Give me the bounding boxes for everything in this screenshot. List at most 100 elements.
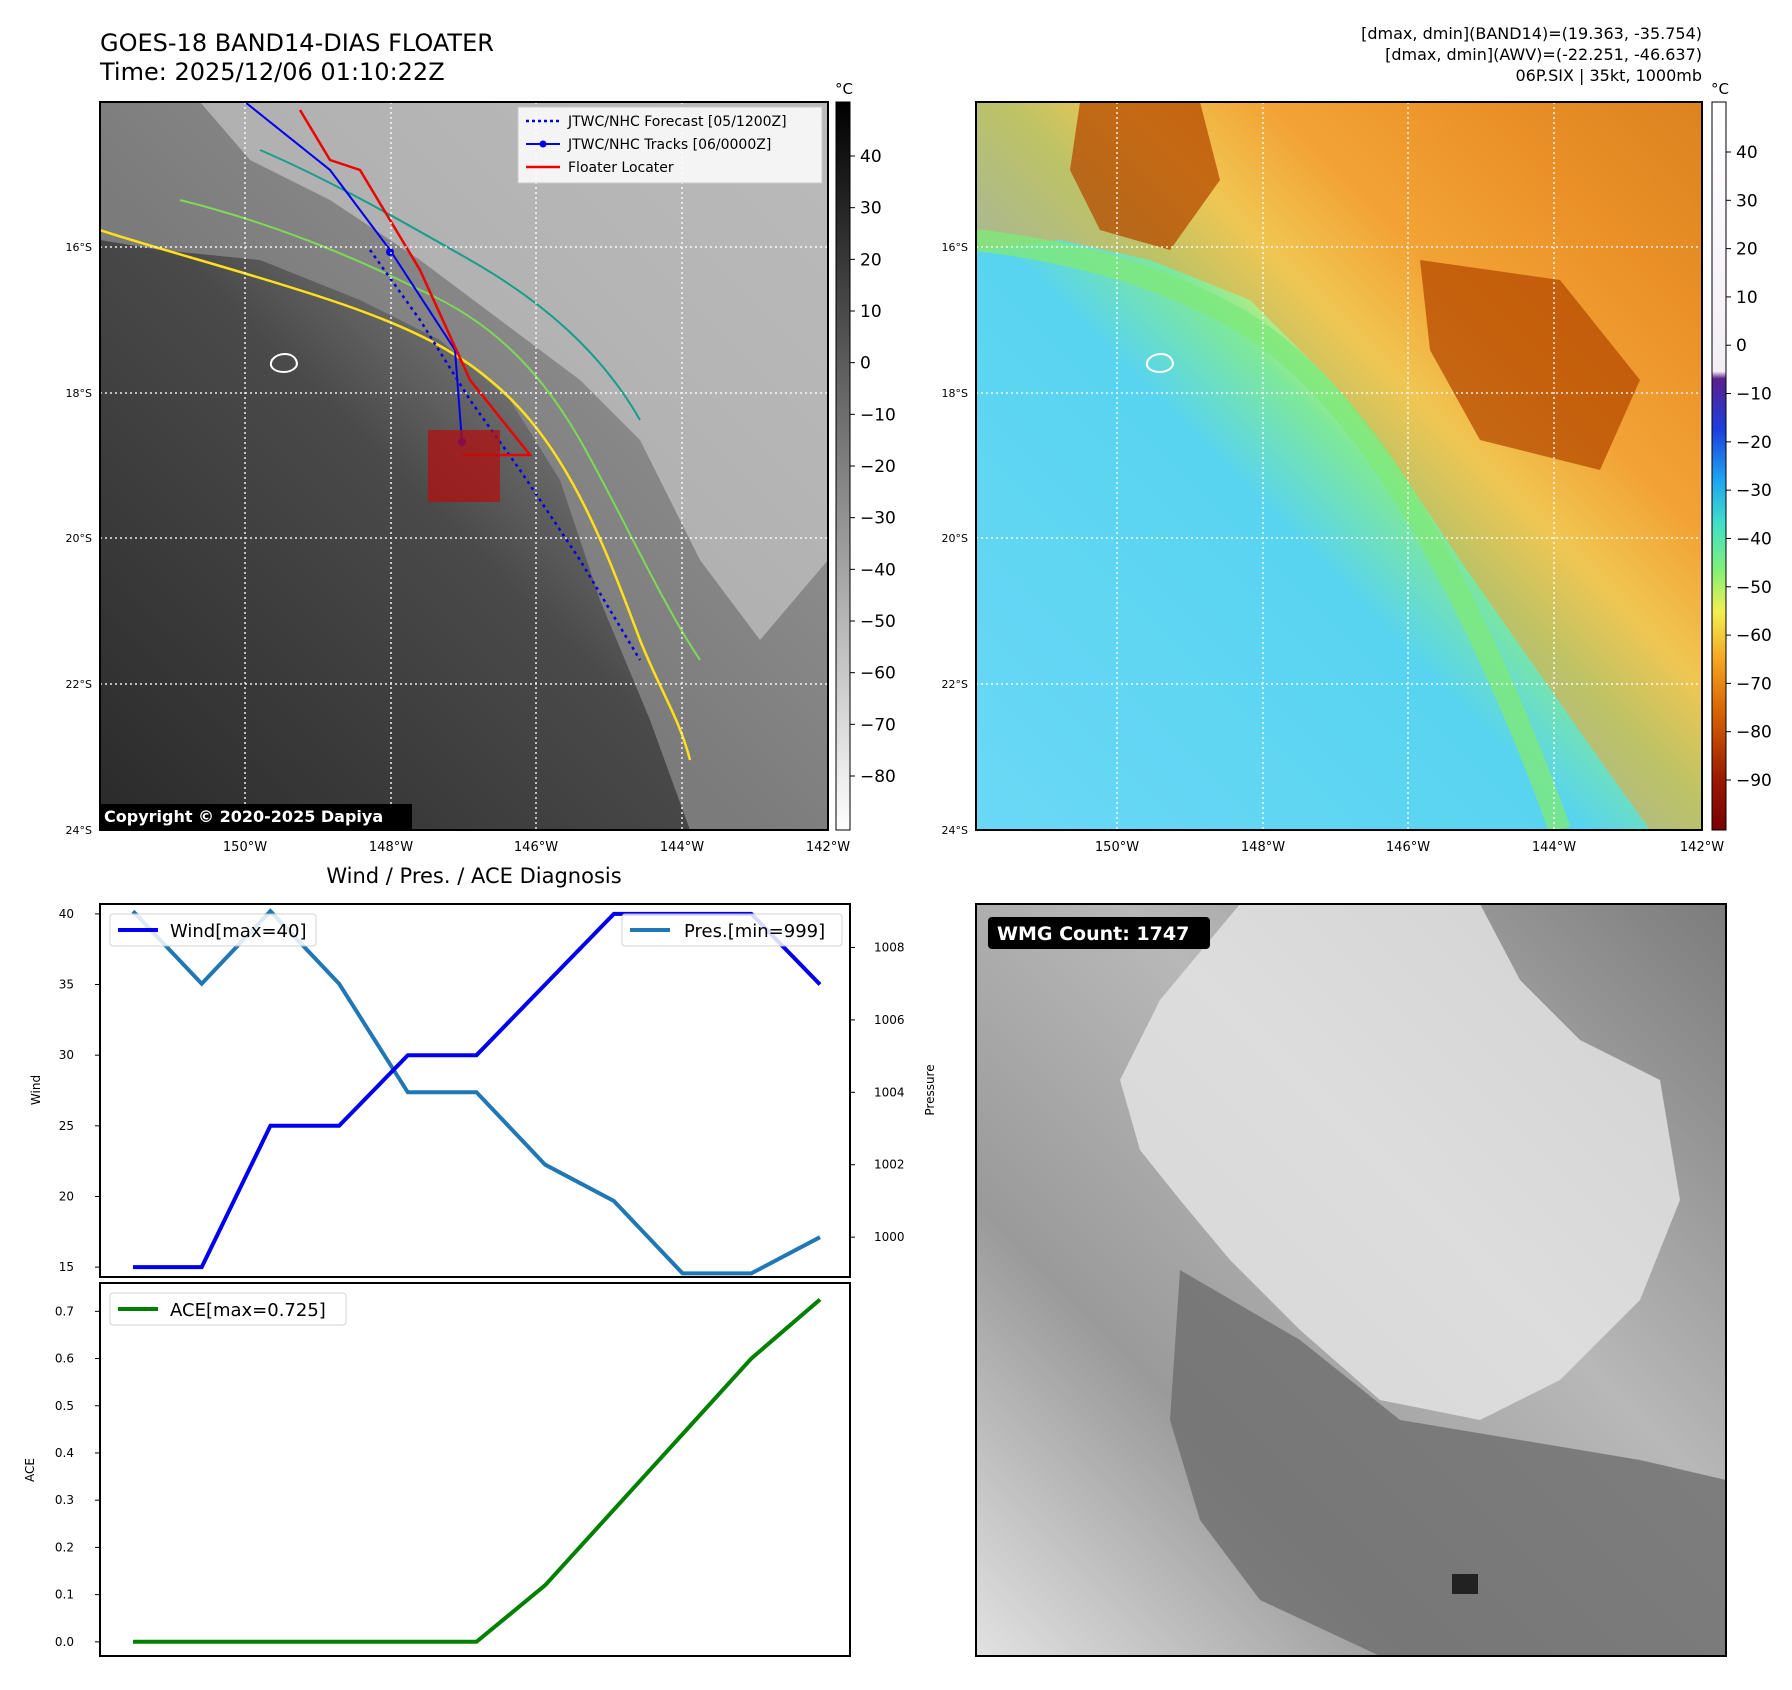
colorbar-tick-label: −30: [1736, 481, 1772, 501]
axis-tick-label: 40: [59, 907, 74, 921]
colorbar-awv: °C 40 30 20 10 0 −10 −20 −30 −40 −50 −60 −70 −80 −90: [1711, 80, 1772, 831]
legend-wind: Wind[max=40]: [109, 913, 317, 947]
axis-tick-label: 0.5: [55, 1399, 74, 1413]
green-band: [976, 229, 1571, 830]
colorbar-tick-label: −80: [860, 767, 896, 787]
wind-axis-label: Wind: [29, 1075, 43, 1105]
legend-locater: Floater Locater: [568, 160, 674, 176]
axis-tick-label: 0.6: [55, 1352, 74, 1366]
lon-label: 148°W: [1241, 840, 1285, 855]
info-line-3: 06P.SIX | 35kt, 1000mb: [1515, 66, 1702, 85]
ace-axis-label: ACE: [23, 1458, 37, 1482]
forecast-track: [368, 249, 642, 661]
axis-tick-label: 1002: [874, 1158, 905, 1172]
map-awv: 150°W 148°W 146°W 144°W 142°W 16°S 18°S …: [942, 80, 1772, 855]
lat-label: 22°S: [66, 678, 92, 691]
colorbar-tick-label: −60: [860, 664, 896, 684]
figure-time: Time: 2025/12/06 01:10:22Z: [99, 58, 445, 86]
axis-tick-label: 0.4: [55, 1446, 74, 1460]
lat-label: 24°S: [66, 824, 92, 837]
axis-tick-label: 0.1: [55, 1588, 74, 1602]
axis-tick-label: 0.7: [55, 1304, 74, 1318]
legend-forecast: JTWC/NHC Forecast [05/1200Z]: [567, 114, 787, 130]
lat-label: 22°S: [942, 678, 968, 691]
colorbar-tick-label: −70: [860, 715, 896, 735]
cold-top-region: [1070, 102, 1640, 470]
lon-label: 144°W: [660, 840, 704, 855]
colorbar-tick-label: −70: [1736, 674, 1772, 694]
axis-tick-label: 0.2: [55, 1540, 74, 1554]
map-band14: JTWC/NHC Forecast [05/1200Z] JTWC/NHC Tr…: [66, 80, 896, 855]
floater-box: [428, 430, 500, 502]
figure-title: GOES-18 BAND14-DIAS FLOATER: [100, 29, 494, 57]
legend-pressure: Pres.[min=999]: [621, 913, 843, 947]
floater-locater: [298, 109, 533, 457]
colorbar-tick-label: −20: [1736, 433, 1772, 453]
copyright: Copyright © 2020-2025 Dapiya: [104, 807, 383, 826]
wmg-count-badge: WMG Count: 1747: [997, 923, 1189, 945]
contour-yellow: [100, 228, 692, 761]
axis-tick-label: 1000: [874, 1230, 905, 1244]
track-point: [386, 248, 394, 256]
legend-tracks: JTWC/NHC Tracks [06/0000Z]: [567, 137, 771, 153]
colorbar-tick-label: 10: [860, 302, 882, 322]
info-line-2: [dmax, dmin](AWV)=(-22.251, -46.637): [1385, 45, 1702, 64]
wind-pressure-chart: Wind / Pres. / ACE Diagnosis Wind Pressu…: [29, 864, 937, 1278]
colorbar-tick-label: −50: [1736, 578, 1772, 598]
lon-label: 146°W: [1386, 840, 1430, 855]
colorbar-tick-label: 20: [860, 250, 882, 270]
axis-tick-label: 15: [59, 1260, 74, 1274]
lon-label: 144°W: [1532, 840, 1576, 855]
axis-tick-label: 1008: [874, 940, 905, 954]
colorbar-tick-label: −40: [860, 560, 896, 580]
axis-tick-label: 20: [59, 1189, 74, 1203]
axis-tick-label: 1006: [874, 1013, 905, 1027]
contour-green: [179, 199, 701, 661]
colorbar-tick-label: 40: [860, 147, 882, 167]
lon-label: 148°W: [369, 840, 413, 855]
legend-ace-label: ACE[max=0.725]: [170, 1300, 326, 1321]
lat-label: 16°S: [66, 241, 92, 254]
colorbar-tick-label: −10: [860, 405, 896, 425]
axis-tick-label: 25: [59, 1119, 74, 1133]
axis-tick-label: 35: [59, 978, 74, 992]
info-line-1: [dmax, dmin](BAND14)=(19.363, -35.754): [1361, 24, 1702, 43]
axis-tick-label: 0.3: [55, 1493, 74, 1507]
colorbar-tick-label: 30: [860, 199, 882, 219]
lat-label: 18°S: [66, 387, 92, 400]
axis-tick-label: 1004: [874, 1085, 905, 1099]
colorbar-unit: °C: [1711, 80, 1729, 98]
contour-teal: [259, 149, 641, 421]
colorbar-tick-label: −50: [860, 612, 896, 632]
axis-tick-label: 30: [59, 1048, 74, 1062]
wmg-bright-region: [1120, 904, 1680, 1420]
lat-label: 20°S: [942, 532, 968, 545]
colorbar-tick-label: 0: [1736, 336, 1747, 356]
lat-label: 16°S: [942, 241, 968, 254]
colorbar-tick-label: 30: [1736, 191, 1758, 211]
colorbar-unit: °C: [835, 80, 853, 98]
colorbar-tick-label: −10: [1736, 385, 1772, 405]
colorbar-tick-label: −60: [1736, 626, 1772, 646]
legend-pressure-label: Pres.[min=999]: [684, 921, 825, 942]
lon-label: 150°W: [1095, 840, 1139, 855]
lon-label: 142°W: [806, 840, 850, 855]
colorbar-tick-label: −20: [860, 457, 896, 477]
wmg-panel: WMG Count: 1747: [975, 903, 1727, 1657]
legend-wind-label: Wind[max=40]: [170, 921, 307, 942]
colorbar-tick-label: −40: [1736, 529, 1772, 549]
lon-label: 142°W: [1680, 840, 1724, 855]
colorbar-tick-label: −80: [1736, 723, 1772, 743]
chart-title: Wind / Pres. / ACE Diagnosis: [326, 864, 621, 888]
lat-label: 18°S: [942, 387, 968, 400]
island-outline: [1146, 353, 1174, 374]
map-legend: JTWC/NHC Forecast [05/1200Z] JTWC/NHC Tr…: [517, 106, 823, 184]
island-outline: [270, 353, 298, 374]
pressure-axis-label: Pressure: [923, 1064, 937, 1115]
colorbar-tick-label: −30: [860, 509, 896, 529]
lon-label: 146°W: [514, 840, 558, 855]
lat-label: 24°S: [942, 824, 968, 837]
colorbar-tick-label: 40: [1736, 143, 1758, 163]
ace-chart: ACE 0.0 0.1 0.2 0.3 0.4 0.5 0.6 0.7 ACE[max=0.7…: [23, 1282, 851, 1657]
